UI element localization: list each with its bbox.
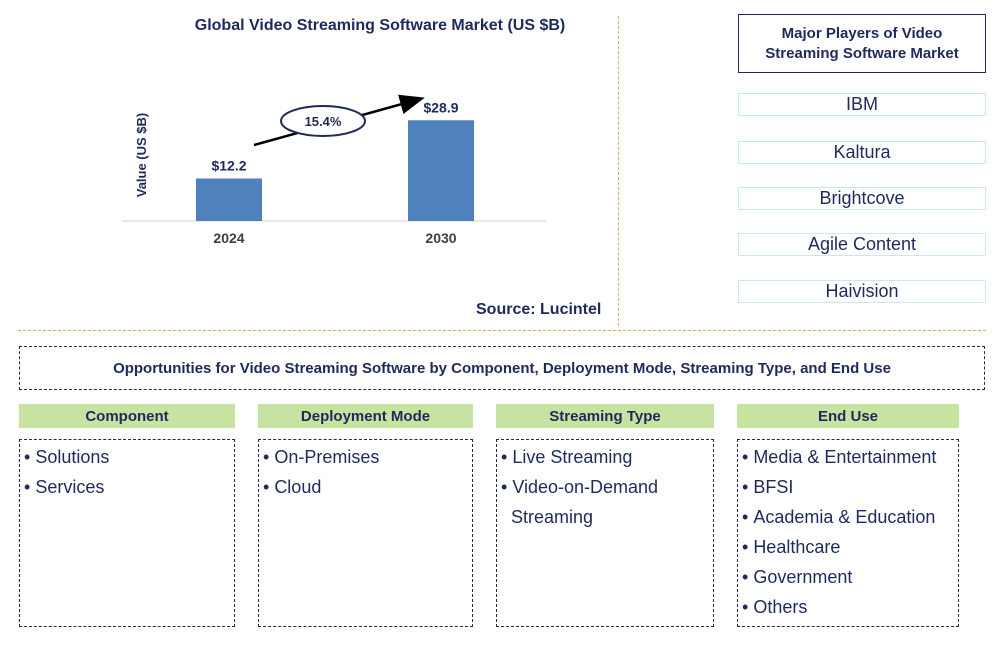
list-item-text: Media & Entertainment xyxy=(753,447,937,467)
vertical-divider xyxy=(618,16,619,326)
list-item-text: Government xyxy=(753,567,853,587)
data-label-2024: $12.2 xyxy=(211,157,246,173)
list-item-text: Services xyxy=(35,477,105,497)
list-item-text: Others xyxy=(753,597,808,617)
category-box-end-use: • Media & Entertainment • BFSI • Academia & E… xyxy=(737,439,959,627)
bullet-icon: • xyxy=(24,447,31,467)
players-title: Major Players of Video Streaming Softwar… xyxy=(738,14,986,73)
list-item-text: BFSI xyxy=(753,477,794,497)
x-tick-label-2024: 2024 xyxy=(213,230,244,246)
category-box-component: • Solutions • Services xyxy=(19,439,235,627)
bullet-icon: • xyxy=(742,477,749,497)
y-axis-label: Value (US $B) xyxy=(134,113,149,198)
category-header-deployment-mode: Deployment Mode xyxy=(258,404,473,428)
list-item-text-continued: Streaming xyxy=(511,507,594,527)
bar-2024 xyxy=(196,178,262,221)
player-kaltura: Kaltura xyxy=(738,141,986,164)
list-item: • Video-on-Demand Streaming xyxy=(501,472,709,532)
list-item: • Cloud xyxy=(263,472,468,502)
list-item: • Services xyxy=(24,472,230,502)
bullet-icon: • xyxy=(263,477,270,497)
player-haivision: Haivision xyxy=(738,280,986,303)
list-item: • Media & Entertainment xyxy=(742,442,954,472)
bullet-icon: • xyxy=(24,477,31,497)
bullet-icon: • xyxy=(501,447,508,467)
list-item: • Healthcare xyxy=(742,532,954,562)
list-item: • Academia & Education xyxy=(742,502,954,532)
list-item: • Government xyxy=(742,562,954,592)
bullet-icon: • xyxy=(263,447,270,467)
data-label-2030: $28.9 xyxy=(423,99,458,115)
player-ibm: IBM xyxy=(738,93,986,116)
chart-title: Global Video Streaming Software Market (… xyxy=(194,17,566,34)
bar-2030 xyxy=(408,120,474,221)
bullet-icon: • xyxy=(742,567,749,587)
bullet-icon: • xyxy=(501,477,508,497)
player-agile-content: Agile Content xyxy=(738,233,986,256)
list-item: • On-Premises xyxy=(263,442,468,472)
bullet-icon: • xyxy=(742,507,749,527)
list-item-text: On-Premises xyxy=(274,447,380,467)
category-header-streaming-type: Streaming Type xyxy=(496,404,714,428)
horizontal-divider xyxy=(18,330,986,331)
list-item: • Solutions xyxy=(24,442,230,472)
list-item-text: Live Streaming xyxy=(512,447,633,467)
category-box-deployment-mode: • On-Premises • Cloud xyxy=(258,439,473,627)
bullet-icon: • xyxy=(742,537,749,557)
list-item: • BFSI xyxy=(742,472,954,502)
category-header-component: Component xyxy=(19,404,235,428)
list-item-text: Cloud xyxy=(274,477,322,497)
growth-rate-label: 15.4% xyxy=(305,114,342,129)
bar-chart: Value (US $B) $12.2 2024 $28.9 2030 15.4% xyxy=(122,94,546,246)
source-label: Source: Lucintel xyxy=(476,301,602,318)
player-brightcove: Brightcove xyxy=(738,187,986,210)
growth-badge xyxy=(280,105,366,137)
bullet-icon: • xyxy=(742,597,749,617)
list-item-text: Video-on-Demand xyxy=(512,477,659,497)
category-header-end-use: End Use xyxy=(737,404,959,428)
bullet-icon: • xyxy=(742,447,749,467)
opportunities-title: Opportunities for Video Streaming Softwa… xyxy=(19,346,985,390)
list-item: • Live Streaming xyxy=(501,442,709,472)
list-item-text: Academia & Education xyxy=(753,507,936,527)
x-tick-label-2030: 2030 xyxy=(425,230,456,246)
list-item-text: Solutions xyxy=(35,447,110,467)
list-item-text: Healthcare xyxy=(753,537,841,557)
category-box-streaming-type: • Live Streaming • Video-on-Demand Streaming xyxy=(496,439,714,627)
list-item: • Others xyxy=(742,592,954,622)
